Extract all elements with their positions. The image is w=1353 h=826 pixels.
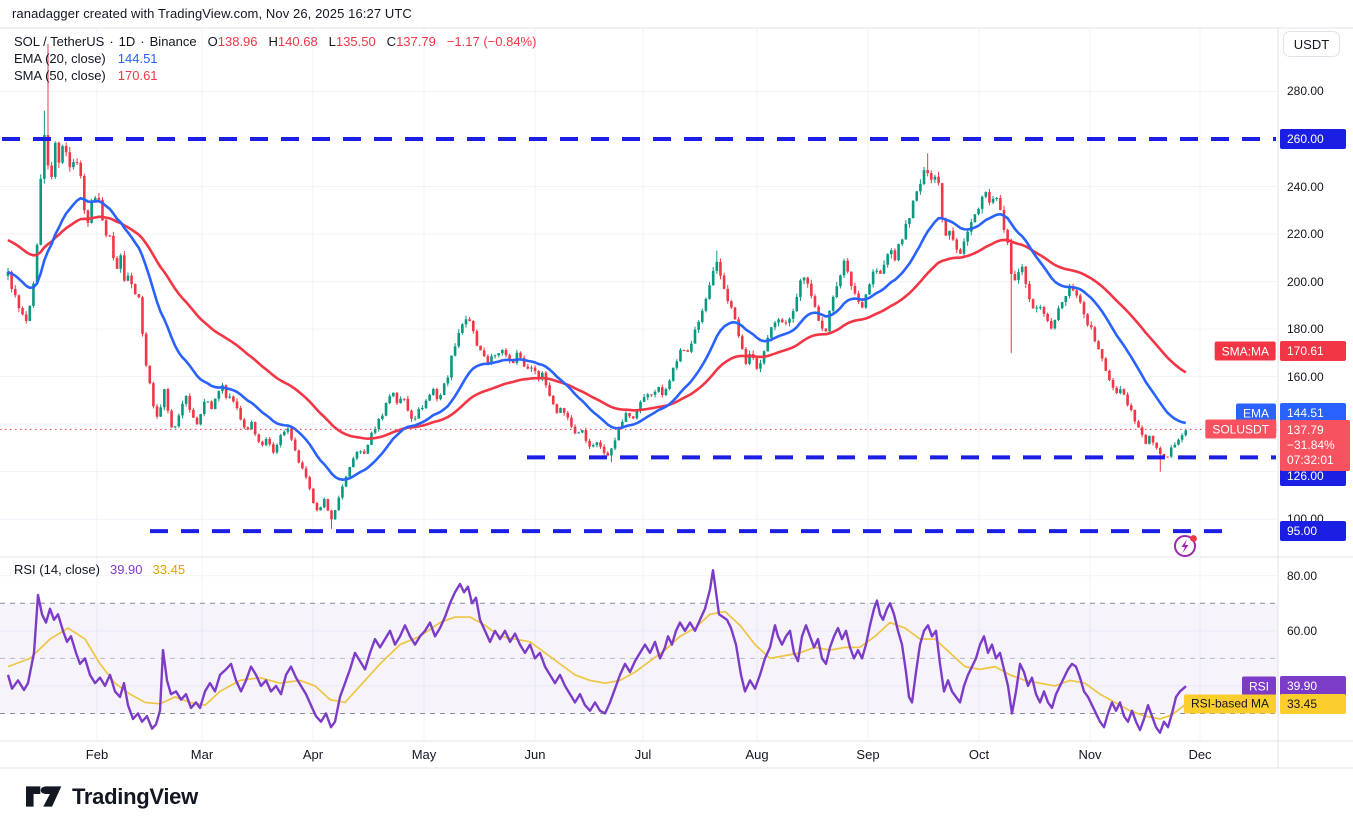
symbol-legend-row[interactable]: SOL / TetherUS · 1D · Binance O138.96 H1… [14, 33, 536, 50]
sma-value-badge: 170.61 [1280, 341, 1346, 362]
sma-legend-label: SMA (50, close) [14, 68, 106, 83]
rsi-tick-label: 60.00 [1287, 623, 1318, 638]
tradingview-logo-mark [26, 786, 62, 807]
currency-toggle-button[interactable]: USDT [1283, 31, 1340, 57]
month-label-jul: Jul [634, 747, 652, 762]
ohlc-low: L135.50 [328, 34, 376, 49]
month-label-feb: Feb [85, 747, 109, 762]
price-tick-label: 160.00 [1287, 369, 1324, 384]
sma-line [7, 215, 1187, 440]
alert-lightning-icon[interactable] [1172, 532, 1200, 560]
brand-text: TradingView [72, 783, 198, 809]
level-price-badge: 260.00 [1280, 128, 1346, 149]
ema-value-badge: 144.51 [1280, 403, 1346, 424]
rsi-legend-row[interactable]: RSI (14, close) 39.90 33.45 [14, 562, 185, 577]
level-price-badge: 95.00 [1280, 521, 1346, 542]
rsi-ma-line [7, 610, 1187, 720]
rsi-legend-label: RSI (14, close) [14, 562, 100, 577]
price-tick-label: 280.00 [1287, 84, 1324, 99]
exchange-label: Binance [149, 34, 197, 49]
ema-legend-value: 144.51 [117, 51, 158, 66]
price-tick-label: 200.00 [1287, 274, 1324, 289]
ohlc-high: H140.68 [268, 34, 318, 49]
sma-legend-value: 170.61 [117, 68, 158, 83]
rsi-ma-legend-value: 33.45 [152, 562, 186, 577]
month-label-mar: Mar [190, 747, 214, 762]
month-label-oct: Oct [968, 747, 990, 762]
symbol-title: SOL / TetherUS [14, 34, 105, 49]
ema-line [7, 196, 1187, 481]
ohlc-close: C137.79 [386, 34, 436, 49]
sma-legend-row[interactable]: SMA (50, close) 170.61 [14, 67, 536, 84]
legend-separator: · [109, 34, 114, 49]
interval-label: 1D [118, 34, 136, 49]
attribution-text: ranadagger created with TradingView.com,… [12, 6, 412, 21]
month-label-sep: Sep [856, 747, 880, 762]
month-label-aug: Aug [745, 747, 769, 762]
chart-legend: SOL / TetherUS · 1D · Binance O138.96 H1… [14, 33, 536, 84]
ema-legend-label: EMA (20, close) [14, 51, 106, 66]
ohlc-open: O138.96 [207, 34, 258, 49]
rsi-tick-label: 80.00 [1287, 568, 1318, 583]
rsi-legend-value: 39.90 [109, 562, 143, 577]
month-label-nov: Nov [1078, 747, 1102, 762]
rsi-value-badge: 39.90 [1280, 676, 1346, 697]
tradingview-logo[interactable]: TradingView [26, 783, 198, 810]
floating-label-rsi: RSI [1241, 676, 1276, 696]
floating-label-ema: EMA [1235, 403, 1276, 423]
floating-label-sma-ma: SMA:MA [1214, 341, 1276, 361]
rsi-line [6, 569, 1187, 734]
rsi-ma-value-badge: 33.45 [1280, 693, 1346, 714]
month-label-dec: Dec [1188, 747, 1212, 762]
floating-label-rsi-based-ma: RSI-based MA [1183, 694, 1276, 714]
price-tick-label: 180.00 [1287, 322, 1324, 337]
floating-label-solusdt: SOLUSDT [1205, 419, 1276, 439]
change-label: −1.17 (−0.84%) [446, 34, 537, 49]
legend-separator: · [140, 34, 145, 49]
price-tick-label: 240.00 [1287, 179, 1324, 194]
month-label-jun: Jun [524, 747, 546, 762]
ema-legend-row[interactable]: EMA (20, close) 144.51 [14, 50, 536, 67]
month-label-may: May [411, 747, 437, 762]
last-price-badge: 137.79 −31.84% 07:32:01 [1280, 420, 1350, 472]
month-label-apr: Apr [302, 747, 324, 762]
price-tick-label: 220.00 [1287, 227, 1324, 242]
